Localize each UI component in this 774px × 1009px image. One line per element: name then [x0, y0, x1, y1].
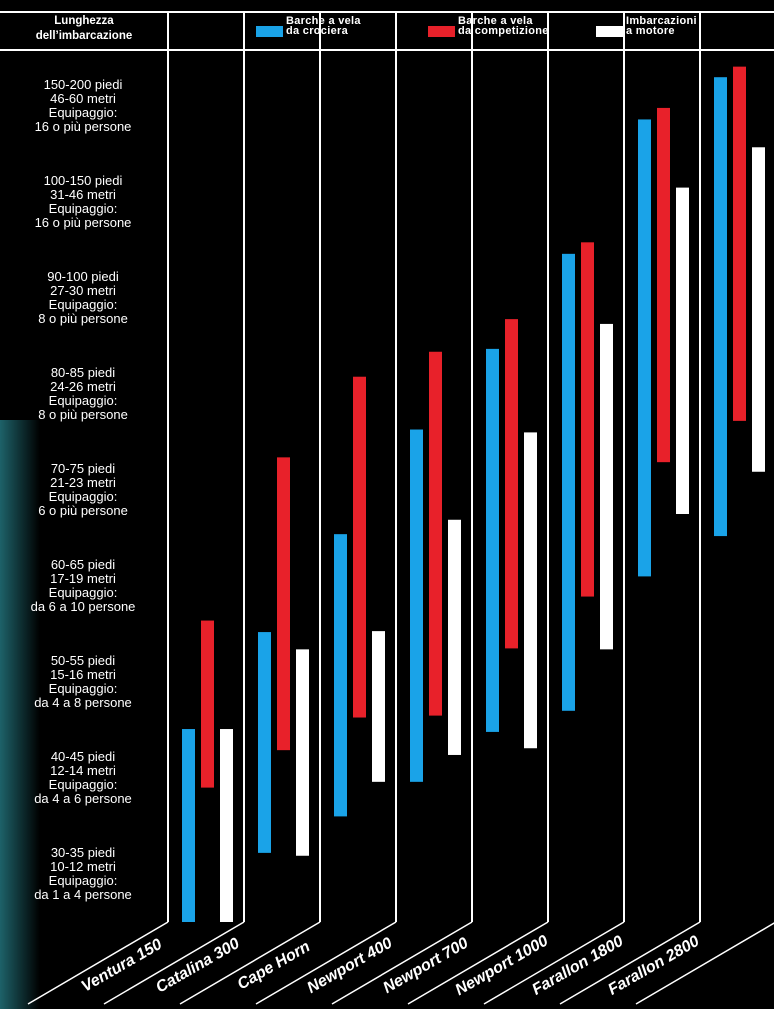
range-bar [657, 108, 670, 462]
range-bar [581, 242, 594, 596]
legend-swatch [596, 26, 623, 37]
range-bar [562, 254, 575, 711]
y-tick-label: 80-85 piedi 24-26 metri Equipaggio: 8 o … [0, 366, 166, 422]
range-bar [296, 649, 309, 855]
range-bar [182, 729, 195, 922]
range-bar [505, 319, 518, 648]
range-bar [334, 534, 347, 816]
range-bar [676, 188, 689, 514]
range-bar [448, 520, 461, 755]
y-tick-label: 60-65 piedi 17-19 metri Equipaggio: da 6… [0, 558, 166, 614]
legend-label: Barche a vela da crociera [286, 16, 361, 36]
x-tick-label: Catalina 300 [153, 935, 242, 996]
diagonal-divider [28, 922, 168, 1004]
legend-swatch [428, 26, 455, 37]
range-bar [277, 457, 290, 750]
y-tick-label: 90-100 piedi 27-30 metri Equipaggio: 8 o… [0, 270, 166, 326]
page: Ventura 150Catalina 300Cape HornNewport … [0, 0, 774, 1009]
range-bar [714, 77, 727, 536]
x-tick-label: Newport 400 [304, 935, 395, 997]
y-axis-header: Lunghezza dell’imbarcazione [0, 14, 168, 44]
y-tick-label: 40-45 piedi 12-14 metri Equipaggio: da 4… [0, 750, 166, 806]
legend-swatch [256, 26, 283, 37]
range-bar [524, 432, 537, 748]
range-bar [410, 430, 423, 782]
y-tick-label: 70-75 piedi 21-23 metri Equipaggio: 6 o … [0, 462, 166, 518]
range-bar [429, 352, 442, 716]
range-bar [372, 631, 385, 782]
legend-label: Imbarcazioni a motore [626, 16, 697, 36]
range-bar [220, 729, 233, 922]
range-bar [201, 621, 214, 788]
range-bar [600, 324, 613, 649]
range-bar [733, 67, 746, 421]
range-bar [258, 632, 271, 853]
x-tick-label: Ventura 150 [79, 936, 166, 996]
range-bar [486, 349, 499, 732]
y-tick-label: 100-150 piedi 31-46 metri Equipaggio: 16… [0, 174, 166, 230]
y-tick-label: 30-35 piedi 10-12 metri Equipaggio: da 1… [0, 846, 166, 902]
range-bar [752, 147, 765, 471]
range-bar [353, 377, 366, 718]
y-tick-label: 50-55 piedi 15-16 metri Equipaggio: da 4… [0, 654, 166, 710]
y-tick-label: 150-200 piedi 46-60 metri Equipaggio: 16… [0, 78, 166, 134]
legend-label: Barche a vela da competizione [458, 16, 549, 36]
range-bar [638, 119, 651, 576]
